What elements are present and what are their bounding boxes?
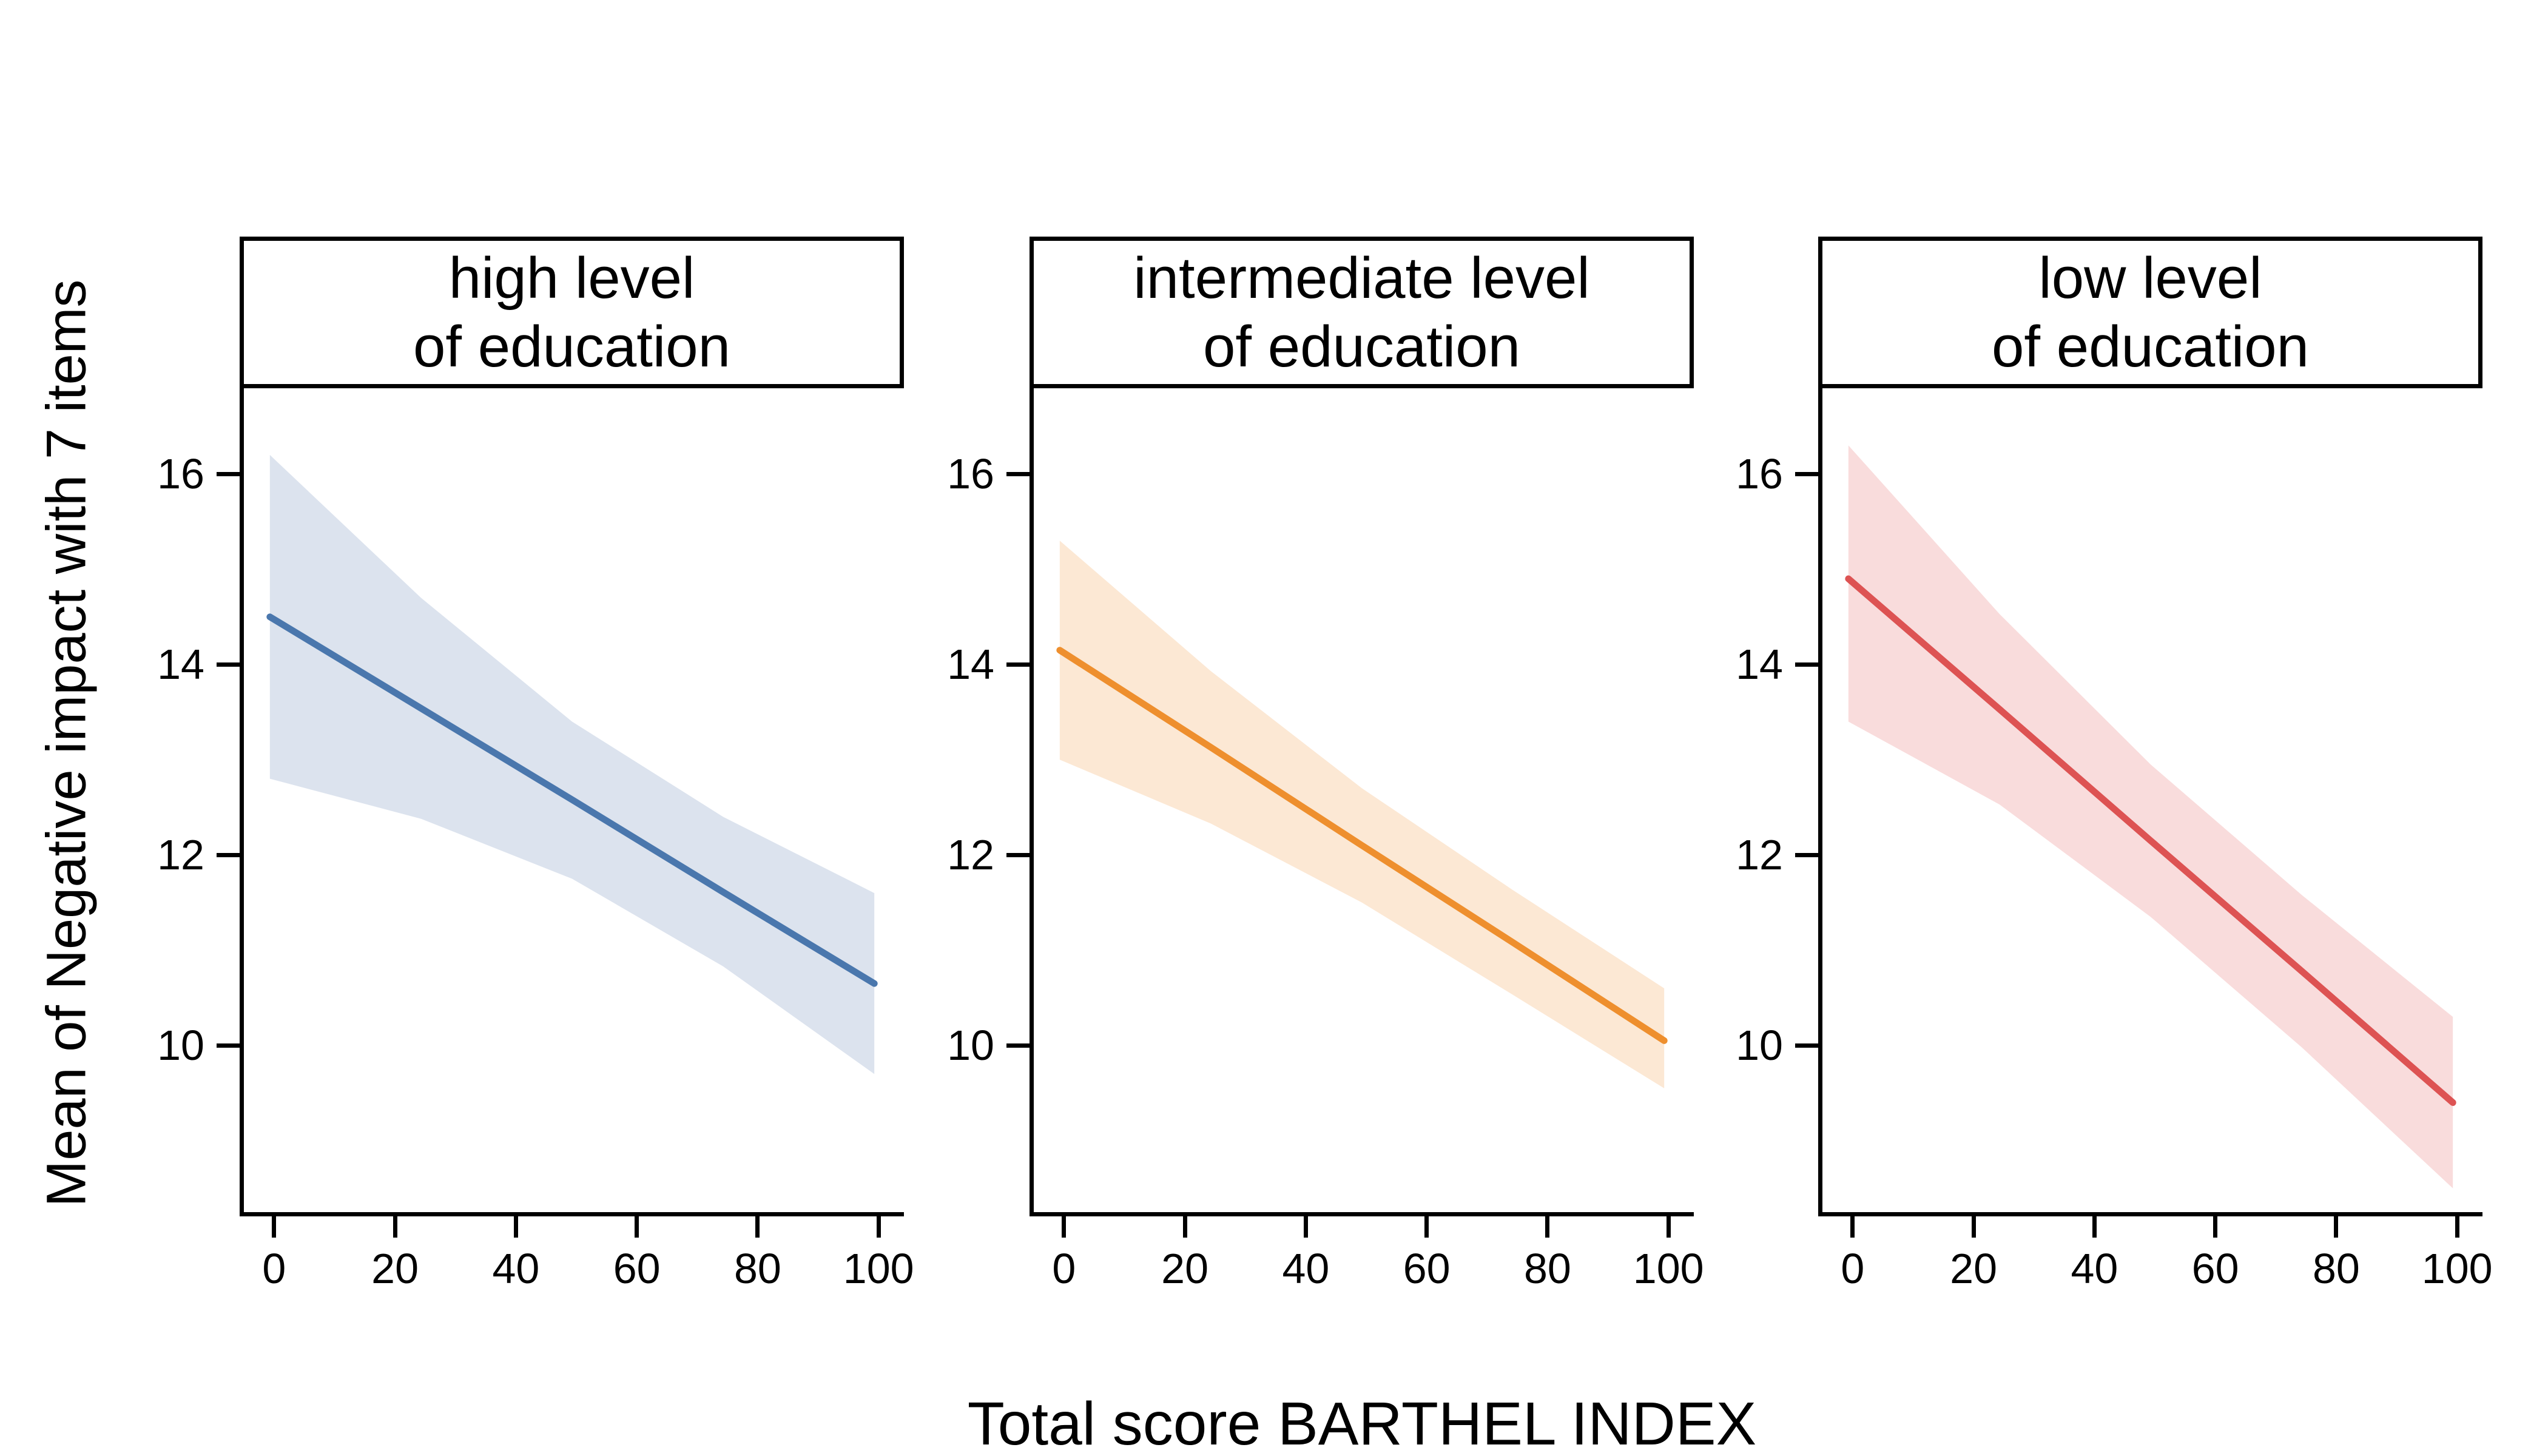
y-tick-mark <box>1006 852 1034 857</box>
x-tick-mark <box>2334 1212 2339 1238</box>
x-tick-label: 20 <box>1950 1245 1998 1292</box>
y-tick-mark <box>1795 471 1822 476</box>
x-tick-label: 100 <box>843 1245 914 1292</box>
y-tick-mark <box>1795 1043 1822 1048</box>
facet-title-line1: low level <box>2038 245 2262 311</box>
x-tick-mark <box>2213 1212 2218 1238</box>
x-tick-mark <box>2092 1212 2097 1238</box>
facet-title-box-low: low level of education <box>1818 237 2482 388</box>
x-axis-title: Total score BARTHEL INDEX <box>967 1390 1757 1456</box>
x-tick-mark <box>393 1212 397 1238</box>
x-tick-label: 60 <box>1403 1245 1451 1292</box>
x-tick-label: 20 <box>1161 1245 1209 1292</box>
plot-area-low: 0 20 40 60 80 100 16 14 12 10 <box>1736 388 2493 1290</box>
facet-title-line2: of education <box>1991 314 2310 379</box>
x-tick-label: 100 <box>2421 1245 2493 1292</box>
x-tick-label: 0 <box>262 1245 286 1292</box>
x-tick-mark <box>1303 1212 1308 1238</box>
x-tick-mark <box>1182 1212 1187 1238</box>
y-tick-mark <box>217 662 244 667</box>
confidence-band-intermediate <box>1059 541 1665 1088</box>
x-tick-mark <box>1850 1212 1855 1238</box>
x-tick-mark <box>755 1212 760 1238</box>
y-tick-mark <box>217 1043 244 1048</box>
x-tick-mark <box>1971 1212 1976 1238</box>
y-tick-label: 12 <box>947 831 994 879</box>
y-tick-label: 14 <box>157 641 204 689</box>
plot-svg-high <box>244 454 904 1074</box>
confidence-band-high <box>269 454 875 1074</box>
x-tick-label: 60 <box>613 1245 661 1292</box>
plot-svg-low <box>1822 445 2482 1188</box>
facet-panel-intermediate: intermediate level of education 0 20 40 60 80 1… <box>947 237 1704 1290</box>
plot-area-high: 0 20 40 60 80 100 16 14 12 10 <box>157 388 914 1290</box>
y-axis-title: Mean of Negative impact with 7 items <box>35 279 98 1207</box>
facet-panel-high: high level of education 0 20 40 60 80 100 16 14 12… <box>157 237 914 1290</box>
x-tick-mark <box>1666 1212 1671 1238</box>
regression-line-high <box>270 617 874 983</box>
regression-line-low <box>1849 579 2453 1102</box>
y-tick-mark <box>217 852 244 857</box>
x-tick-label: 80 <box>2312 1245 2360 1292</box>
x-tick-mark <box>1424 1212 1429 1238</box>
y-tick-label: 12 <box>157 831 204 879</box>
facet-title-box-high: high level of education <box>240 237 904 388</box>
y-tick-mark <box>1006 471 1034 476</box>
y-tick-label: 10 <box>157 1022 204 1070</box>
x-tick-label: 60 <box>2191 1245 2239 1292</box>
y-tick-mark <box>217 471 244 476</box>
regression-line-intermediate <box>1060 650 1664 1041</box>
y-tick-label: 16 <box>1736 450 1783 498</box>
y-tick-label: 14 <box>1736 641 1783 689</box>
x-tick-mark <box>2455 1212 2459 1238</box>
x-tick-mark <box>272 1212 277 1238</box>
y-tick-mark <box>1795 662 1822 667</box>
y-tick-label: 10 <box>947 1022 994 1070</box>
y-tick-mark <box>1006 1043 1034 1048</box>
x-tick-mark <box>1545 1212 1550 1238</box>
confidence-band-low <box>1848 445 2453 1188</box>
facet-title-line2: of education <box>1202 314 1521 379</box>
y-tick-label: 10 <box>1736 1022 1783 1070</box>
y-tick-label: 16 <box>947 450 994 498</box>
plot-svg-intermediate <box>1034 541 1694 1088</box>
facet-title-line2: of education <box>413 314 731 379</box>
facet-title-box-intermediate: intermediate level of education <box>1030 237 1694 388</box>
plot-area-intermediate: 0 20 40 60 80 100 16 14 12 10 <box>947 388 1704 1290</box>
x-tick-label: 80 <box>733 1245 781 1292</box>
x-tick-mark <box>635 1212 639 1238</box>
x-tick-label: 80 <box>1523 1245 1571 1292</box>
facet-panel-low: low level of education 0 20 40 60 80 100 16 14 12 1… <box>1736 237 2493 1290</box>
x-tick-label: 0 <box>1841 1245 1865 1292</box>
x-tick-label: 0 <box>1052 1245 1076 1292</box>
x-tick-label: 20 <box>371 1245 419 1292</box>
x-tick-label: 40 <box>2071 1245 2118 1292</box>
y-tick-label: 16 <box>157 450 204 498</box>
y-tick-mark <box>1795 852 1822 857</box>
x-tick-label: 40 <box>492 1245 540 1292</box>
y-tick-label: 14 <box>947 641 994 689</box>
facet-title-line1: intermediate level <box>1133 245 1590 311</box>
y-tick-mark <box>1006 662 1034 667</box>
x-tick-mark <box>876 1212 881 1238</box>
x-tick-label: 40 <box>1282 1245 1330 1292</box>
x-tick-label: 100 <box>1633 1245 1704 1292</box>
x-tick-mark <box>1062 1212 1067 1238</box>
y-tick-label: 12 <box>1736 831 1783 879</box>
facet-title-line1: high level <box>448 245 695 311</box>
x-tick-mark <box>513 1212 518 1238</box>
